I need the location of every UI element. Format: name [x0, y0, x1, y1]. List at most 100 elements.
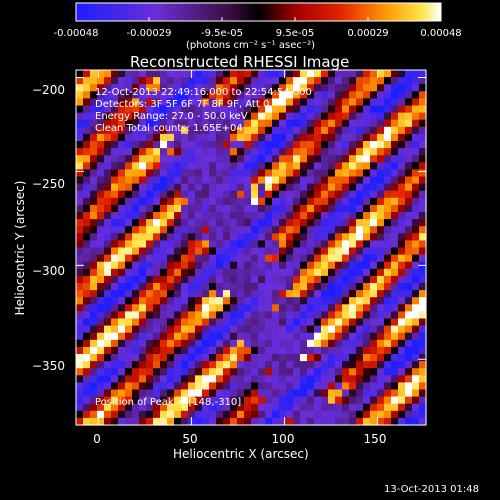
- heatmap-cell: [412, 212, 420, 220]
- heatmap-cell: [258, 169, 266, 178]
- heatmap-cell: [244, 261, 252, 270]
- colorbar-tick-label: -0.00029: [126, 28, 172, 39]
- heatmap-cell: [188, 162, 196, 170]
- heatmap-cell: [384, 339, 392, 348]
- heatmap-cell: [279, 155, 287, 163]
- heatmap-cell: [244, 197, 252, 206]
- heatmap-cell: [139, 396, 147, 405]
- heatmap-cell: [125, 318, 133, 327]
- heatmap-cell: [118, 226, 126, 234]
- heatmap-cell: [272, 325, 280, 334]
- heatmap-cell: [342, 119, 350, 128]
- heatmap-cell: [314, 183, 322, 192]
- heatmap-cell: [202, 204, 210, 213]
- heatmap-cell: [132, 126, 140, 135]
- heatmap-cell: [167, 70, 175, 78]
- heatmap-cell: [272, 77, 280, 85]
- heatmap-cell: [286, 133, 294, 142]
- heatmap-cell: [412, 77, 420, 85]
- heatmap-cell: [76, 204, 84, 213]
- heatmap-cell: [188, 325, 196, 334]
- heatmap-cell: [405, 417, 413, 426]
- heatmap-cell: [398, 183, 406, 192]
- heatmap-cell: [146, 155, 154, 163]
- heatmap-cell: [258, 233, 266, 241]
- heatmap-cell: [314, 311, 322, 320]
- heatmap-cell: [230, 261, 238, 270]
- heatmap-cell: [216, 254, 224, 263]
- heatmap-cell: [349, 226, 357, 234]
- heatmap-cell: [251, 190, 259, 199]
- heatmap-cell: [286, 98, 294, 107]
- heatmap-cell: [181, 368, 189, 376]
- heatmap-cell: [398, 240, 406, 249]
- heatmap-cell: [181, 346, 189, 355]
- heatmap-cell: [328, 105, 336, 114]
- heatmap-cell: [230, 297, 238, 305]
- heatmap-cell: [83, 375, 91, 383]
- heatmap-cell: [230, 339, 238, 348]
- heatmap-cell: [125, 389, 133, 398]
- heatmap-cell: [349, 105, 357, 114]
- heatmap-cell: [272, 183, 280, 192]
- heatmap-cell: [398, 141, 406, 149]
- heatmap-cell: [181, 212, 189, 220]
- heatmap-cell: [342, 247, 350, 256]
- heatmap-cell: [391, 346, 399, 355]
- heatmap-cell: [419, 212, 427, 220]
- heatmap-cell: [97, 77, 105, 85]
- heatmap-cell: [209, 361, 217, 369]
- heatmap-cell: [314, 112, 322, 121]
- heatmap-cell: [370, 318, 378, 327]
- heatmap-cell: [272, 141, 280, 149]
- heatmap-cell: [300, 346, 308, 355]
- heatmap-cell: [90, 396, 98, 405]
- heatmap-cell: [321, 126, 329, 135]
- heatmap-cell: [335, 403, 343, 412]
- heatmap-cell: [293, 162, 301, 170]
- heatmap-cell: [132, 133, 140, 142]
- heatmap-cell: [181, 183, 189, 192]
- heatmap-cell: [272, 233, 280, 241]
- heatmap-cell: [419, 233, 427, 241]
- heatmap-cell: [202, 268, 210, 277]
- heatmap-cell: [195, 77, 203, 85]
- heatmap-cell: [139, 162, 147, 170]
- heatmap-cell: [216, 389, 224, 398]
- heatmap-cell: [146, 77, 154, 85]
- heatmap-cell: [146, 119, 154, 128]
- heatmap-cell: [160, 261, 168, 270]
- heatmap-cell: [419, 247, 427, 256]
- heatmap-cell: [307, 169, 315, 178]
- heatmap-cell: [419, 98, 427, 107]
- heatmap-cell: [272, 403, 280, 412]
- heatmap-cell: [321, 389, 329, 398]
- heatmap-cell: [174, 183, 182, 192]
- heatmap-cell: [153, 354, 161, 362]
- heatmap-cell: [146, 169, 154, 178]
- heatmap-cell: [384, 226, 392, 234]
- heatmap-cell: [202, 403, 210, 412]
- heatmap-cell: [300, 396, 308, 405]
- heatmap-cell: [181, 297, 189, 305]
- heatmap-cell: [244, 141, 252, 149]
- heatmap-cell: [370, 141, 378, 149]
- heatmap-cell: [272, 197, 280, 206]
- heatmap-cell: [328, 169, 336, 178]
- heatmap-cell: [125, 91, 133, 99]
- y-tick-label: −200: [32, 83, 65, 97]
- heatmap-cell: [237, 204, 245, 213]
- heatmap-cell: [83, 254, 91, 263]
- heatmap-cell: [97, 290, 105, 298]
- heatmap-cell: [202, 105, 210, 114]
- heatmap-cell: [419, 162, 427, 170]
- heatmap-cell: [181, 176, 189, 185]
- heatmap-cell: [181, 70, 189, 78]
- heatmap-cell: [419, 126, 427, 135]
- heatmap-cell: [209, 141, 217, 149]
- heatmap-cell: [202, 261, 210, 270]
- heatmap-cell: [300, 304, 308, 312]
- heatmap-cell: [335, 169, 343, 178]
- heatmap-cell: [398, 197, 406, 206]
- heatmap-cell: [391, 98, 399, 107]
